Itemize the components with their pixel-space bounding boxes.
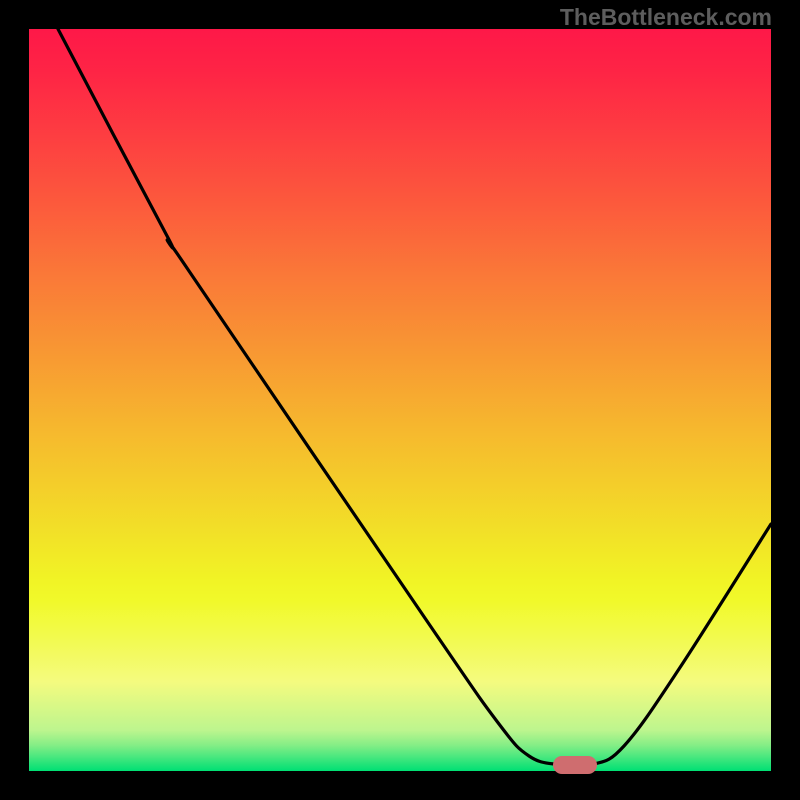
plot-area — [29, 29, 771, 771]
chart-svg — [29, 29, 771, 771]
chart-frame: TheBottleneck.com — [0, 0, 800, 800]
watermark-text: TheBottleneck.com — [560, 4, 772, 31]
gradient-background — [29, 29, 771, 771]
optimal-marker — [553, 756, 597, 774]
bottleneck-curve — [58, 29, 771, 766]
